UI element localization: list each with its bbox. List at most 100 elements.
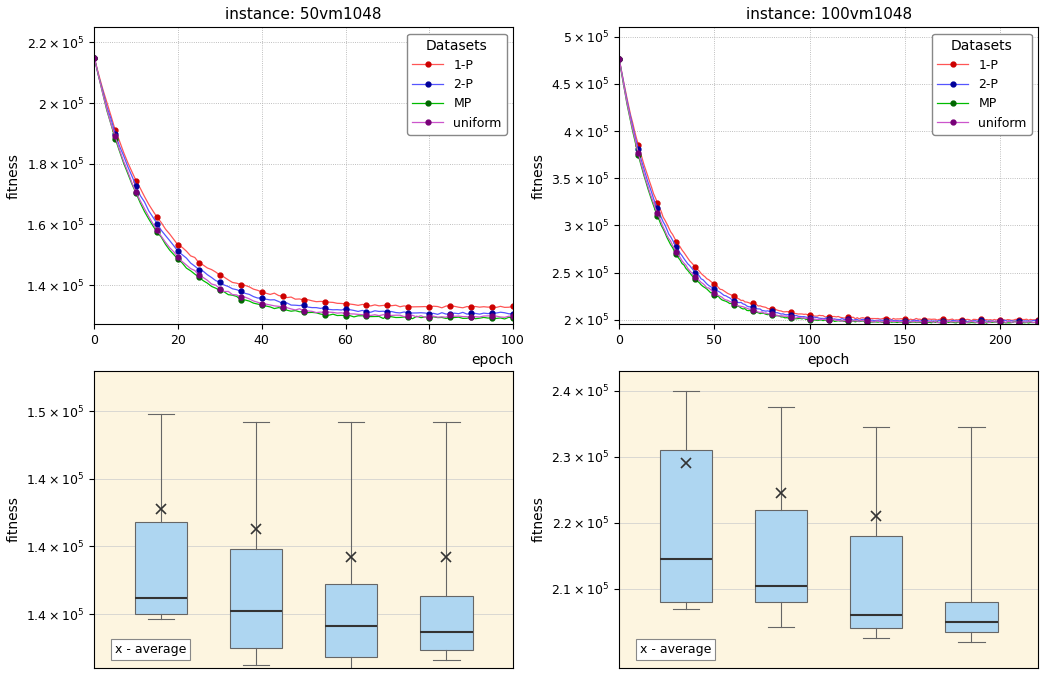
2-P (613, 55, 626, 63)
1-P (88, 53, 100, 61)
uniform (820, 316, 833, 324)
Line: 1-P: 1-P (617, 57, 1041, 323)
Y-axis label: fitness: fitness (532, 497, 545, 543)
MP (281, 306, 294, 315)
MP (381, 312, 394, 320)
1-P (885, 316, 898, 324)
1-P (658, 216, 671, 224)
2-P (853, 317, 865, 325)
uniform (88, 53, 100, 61)
uniform (465, 313, 478, 321)
Text: x - average: x - average (115, 643, 187, 656)
2-P (281, 299, 294, 307)
1-P (613, 55, 626, 63)
Y-axis label: fitness: fitness (532, 153, 545, 199)
uniform (507, 313, 519, 321)
Line: 2-P: 2-P (92, 55, 515, 317)
1-P (402, 302, 415, 311)
1-P (1031, 316, 1044, 324)
Title: instance: 50vm1048: instance: 50vm1048 (226, 7, 381, 22)
2-P (117, 152, 130, 160)
PathPatch shape (230, 549, 282, 648)
MP (853, 317, 865, 325)
2-P (961, 318, 974, 326)
2-P (432, 310, 444, 319)
MP (733, 302, 745, 311)
2-P (820, 313, 833, 321)
1-P (117, 148, 130, 157)
Text: x - average: x - average (641, 643, 712, 656)
Line: uniform: uniform (92, 55, 515, 320)
uniform (117, 157, 130, 165)
uniform (402, 312, 415, 320)
uniform (733, 302, 745, 310)
2-P (88, 53, 100, 61)
Title: instance: 100vm1048: instance: 100vm1048 (746, 7, 911, 22)
1-P (340, 300, 352, 308)
Line: MP: MP (617, 57, 1041, 325)
PathPatch shape (659, 450, 712, 602)
MP (1031, 319, 1044, 327)
1-P (966, 317, 978, 325)
1-P (281, 294, 294, 302)
Line: uniform: uniform (617, 57, 1041, 325)
2-P (192, 265, 205, 273)
MP (498, 315, 511, 323)
uniform (885, 317, 898, 325)
2-P (658, 221, 671, 229)
Legend: 1-P, 2-P, MP, uniform: 1-P, 2-P, MP, uniform (408, 34, 507, 134)
MP (402, 313, 415, 321)
uniform (281, 304, 294, 312)
MP (613, 55, 626, 63)
uniform (750, 307, 763, 315)
PathPatch shape (850, 536, 903, 628)
1-P (733, 295, 745, 303)
2-P (402, 309, 415, 317)
MP (980, 319, 993, 327)
X-axis label: epoch: epoch (808, 353, 850, 367)
1-P (820, 313, 833, 321)
Y-axis label: fitness: fitness (7, 153, 21, 199)
2-P (733, 298, 745, 306)
uniform (853, 317, 865, 325)
uniform (192, 271, 205, 279)
MP (750, 308, 763, 316)
MP (117, 159, 130, 167)
uniform (973, 319, 985, 327)
1-P (750, 300, 763, 308)
Y-axis label: fitness: fitness (7, 497, 21, 543)
MP (507, 315, 519, 323)
Line: 1-P: 1-P (92, 55, 515, 310)
uniform (381, 311, 394, 319)
MP (658, 229, 671, 237)
PathPatch shape (754, 510, 808, 602)
1-P (507, 302, 519, 311)
MP (88, 53, 100, 61)
2-P (750, 304, 763, 313)
2-P (885, 316, 898, 324)
Line: MP: MP (92, 55, 515, 321)
PathPatch shape (325, 585, 377, 657)
MP (885, 318, 898, 326)
PathPatch shape (946, 602, 998, 632)
2-P (340, 305, 352, 313)
1-P (436, 304, 448, 312)
PathPatch shape (420, 597, 472, 651)
Legend: 1-P, 2-P, MP, uniform: 1-P, 2-P, MP, uniform (932, 34, 1031, 134)
MP (340, 312, 352, 320)
uniform (658, 227, 671, 235)
Line: 2-P: 2-P (617, 57, 1041, 324)
2-P (507, 310, 519, 318)
MP (820, 317, 833, 325)
uniform (1031, 318, 1044, 326)
2-P (1031, 317, 1044, 325)
1-P (381, 301, 394, 309)
X-axis label: epoch: epoch (471, 353, 513, 367)
uniform (613, 55, 626, 63)
PathPatch shape (135, 522, 187, 614)
uniform (340, 309, 352, 317)
MP (192, 273, 205, 281)
1-P (192, 259, 205, 267)
2-P (381, 308, 394, 316)
1-P (853, 315, 865, 323)
